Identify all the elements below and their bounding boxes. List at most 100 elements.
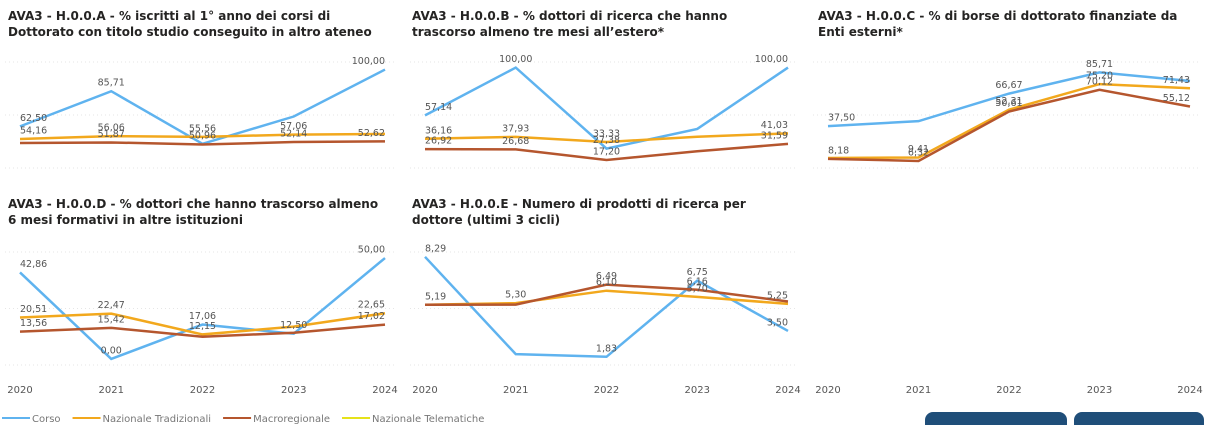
- value-label: 8,18: [828, 145, 849, 156]
- x-tick-label: 2020: [7, 385, 32, 396]
- series-line: [19, 257, 386, 361]
- value-label: 50,96: [189, 130, 216, 141]
- value-label: 51,87: [98, 129, 125, 140]
- x-tick-label: 2021: [906, 385, 931, 396]
- x-tick-label: 2023: [1087, 385, 1112, 396]
- chart-title: AVA3 - H.0.0.B - % dottori di ricerca ch…: [412, 9, 728, 39]
- value-label: 22,65: [358, 300, 385, 311]
- value-label: 100,00: [755, 54, 788, 65]
- value-label: 37,93: [502, 123, 529, 134]
- x-tick-label: 2024: [775, 385, 800, 396]
- series-line: [424, 66, 789, 150]
- series-line: [424, 289, 789, 307]
- value-label: 9,41: [908, 144, 929, 155]
- series-line: [827, 88, 1191, 163]
- series-line: [19, 140, 386, 146]
- value-label: 33,33: [593, 128, 620, 139]
- value-label: 36,16: [425, 125, 452, 136]
- chart-title: AVA3 - H.0.0.D - % dottori che hanno tra…: [8, 197, 379, 227]
- x-tick-label: 2020: [412, 385, 437, 396]
- value-label: 100,00: [352, 56, 385, 67]
- chart-title: AVA3 - H.0.0.E - Numero di prodotti di r…: [412, 197, 746, 227]
- value-label: 5,70: [687, 283, 708, 294]
- value-label: 12,50: [280, 320, 307, 331]
- value-label: 6,75: [687, 267, 708, 278]
- series-line: [424, 255, 789, 359]
- value-label: 54,16: [20, 125, 47, 136]
- series-line: [827, 82, 1191, 160]
- value-label: 66,67: [995, 80, 1022, 91]
- x-tick-label: 2023: [685, 385, 710, 396]
- value-label: 85,71: [98, 78, 125, 89]
- series-line: [19, 312, 386, 336]
- x-tick-label: 2022: [996, 385, 1021, 396]
- value-label: 85,71: [1086, 59, 1113, 70]
- legend-label: Nazionale Telematiche: [372, 414, 484, 425]
- value-label: 57,14: [425, 102, 452, 113]
- value-label: 27,38: [593, 135, 620, 146]
- x-tick-label: 2024: [1177, 385, 1202, 396]
- value-label: 42,86: [20, 259, 47, 270]
- chart-title: AVA3 - H.0.0.C - % di borse di dottorato…: [818, 9, 1178, 39]
- value-label: 1,83: [596, 343, 617, 354]
- series-line: [19, 132, 386, 141]
- value-label: 100,00: [499, 54, 532, 65]
- value-label: 50,61: [995, 98, 1022, 109]
- series-line: [424, 283, 789, 307]
- value-label: 26,92: [425, 136, 452, 147]
- value-label: 12,15: [189, 321, 216, 332]
- value-label: 6,10: [596, 277, 617, 288]
- button[interactable]: [925, 412, 1067, 425]
- x-tick-label: 2022: [190, 385, 215, 396]
- value-label: 17,02: [358, 311, 385, 322]
- value-label: 55,12: [1163, 93, 1190, 104]
- value-label: 31,59: [761, 130, 788, 141]
- value-label: 52,31: [995, 96, 1022, 107]
- value-label: 52,14: [280, 129, 307, 140]
- value-label: 41,03: [761, 120, 788, 131]
- x-tick-label: 2021: [503, 385, 528, 396]
- value-label: 15,42: [98, 314, 125, 325]
- chart-title: AVA3 - H.0.0.A - % iscritti al 1° anno d…: [8, 9, 372, 39]
- value-label: 8,29: [425, 243, 446, 254]
- series-line: [424, 142, 789, 162]
- value-label: 55,56: [189, 123, 216, 134]
- x-tick-label: 2022: [594, 385, 619, 396]
- series-line: [827, 71, 1191, 128]
- value-label: 6,49: [596, 271, 617, 282]
- value-label: 5,25: [767, 290, 788, 301]
- value-label: 22,47: [98, 300, 125, 311]
- legend-label: Macroregionale: [253, 414, 330, 425]
- x-tick-label: 2020: [815, 385, 840, 396]
- value-label: 57,06: [280, 121, 307, 132]
- value-label: 50,00: [358, 245, 385, 256]
- value-label: 17,20: [593, 146, 620, 157]
- value-label: 56,06: [98, 123, 125, 134]
- value-label: 20,51: [20, 304, 47, 315]
- value-label: 3,50: [767, 317, 788, 328]
- legend-label: Corso: [32, 414, 61, 425]
- x-tick-label: 2024: [372, 385, 397, 396]
- value-label: 75,20: [1086, 71, 1113, 82]
- value-label: 37,50: [828, 113, 855, 124]
- value-label: 6,16: [687, 276, 708, 287]
- value-label: 52,62: [358, 128, 385, 139]
- x-tick-label: 2021: [99, 385, 124, 396]
- value-label: 17,06: [189, 311, 216, 322]
- value-label: 13,56: [20, 318, 47, 329]
- series-line: [19, 323, 386, 339]
- value-label: 5,19: [425, 291, 446, 302]
- value-label: 70,12: [1086, 76, 1113, 87]
- value-label: 62,50: [20, 113, 47, 124]
- legend-label: Nazionale Tradizionali: [103, 414, 212, 425]
- value-label: 6,32: [908, 147, 929, 158]
- value-label: 71,43: [1163, 75, 1190, 86]
- series-line: [424, 132, 789, 144]
- value-label: 5,30: [505, 290, 526, 301]
- value-label: 0,00: [101, 345, 122, 356]
- x-tick-label: 2023: [281, 385, 306, 396]
- button[interactable]: [1074, 412, 1204, 425]
- value-label: 26,68: [502, 136, 529, 147]
